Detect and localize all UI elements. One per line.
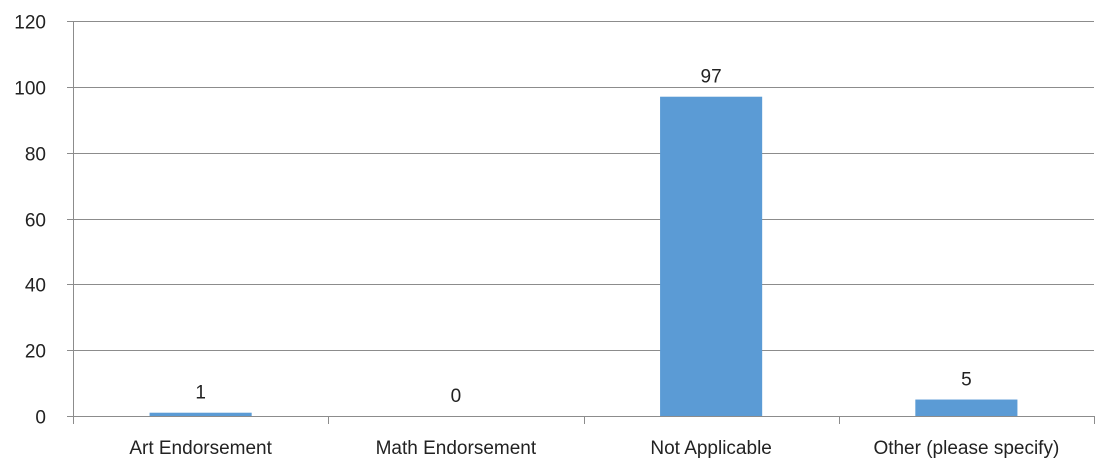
axes <box>67 21 1095 424</box>
x-category-label: Art Endorsement <box>129 438 272 459</box>
y-tick-label: 60 <box>25 211 46 232</box>
bars <box>149 96 1018 416</box>
x-category-label: Other (please specify) <box>873 438 1059 459</box>
y-tick-label: 80 <box>25 145 46 166</box>
data-label: 97 <box>701 67 722 88</box>
bar-0 <box>149 412 252 416</box>
gridlines <box>73 21 1094 351</box>
y-tick-label: 20 <box>25 342 46 363</box>
labels: 0 20 40 60 80 100 120 1 Art Endorsement 0 Math End… <box>14 13 1059 460</box>
bar-2 <box>660 96 763 416</box>
x-category-label: Math Endorsement <box>376 438 537 459</box>
data-label: 1 <box>195 383 206 404</box>
y-tick-label: 40 <box>25 276 46 297</box>
y-tick-label: 100 <box>14 79 46 100</box>
bar-3 <box>915 399 1018 416</box>
y-tick-label: 0 <box>35 408 46 429</box>
data-label: 5 <box>961 370 972 391</box>
x-category-label: Not Applicable <box>650 438 771 459</box>
data-label: 0 <box>451 386 462 407</box>
y-tick-label: 120 <box>14 13 46 34</box>
